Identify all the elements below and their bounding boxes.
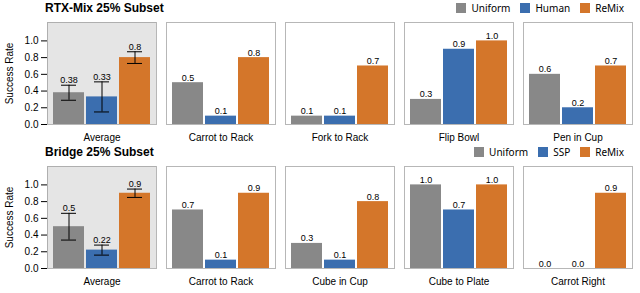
svg-text:Success Rate: Success Rate — [4, 186, 15, 248]
svg-text:0.5: 0.5 — [182, 73, 195, 83]
svg-text:0.1: 0.1 — [334, 250, 347, 260]
html-text:Uniform: Uniform — [471, 1, 511, 15]
svg-text:0.8: 0.8 — [25, 196, 39, 207]
html-text:Bridge 25% Subset: Bridge 25% Subset — [45, 145, 154, 159]
svg-text:Average: Average — [83, 276, 121, 287]
svg-text:1.0: 1.0 — [486, 175, 499, 185]
html-text:Human: Human — [535, 1, 571, 15]
svg-text:0.22: 0.22 — [93, 235, 111, 245]
svg-text:1.0: 1.0 — [25, 35, 39, 46]
svg-text:Average: Average — [83, 132, 121, 143]
svg-text:0.7: 0.7 — [182, 200, 195, 210]
svg-text:1.0: 1.0 — [486, 31, 499, 41]
svg-text:Pen in Cup: Pen in Cup — [553, 132, 603, 143]
svg-text:0.6: 0.6 — [539, 64, 552, 74]
svg-text:0.0: 0.0 — [539, 259, 552, 269]
svg-text:0.1: 0.1 — [215, 250, 228, 260]
svg-text:0.7: 0.7 — [605, 56, 618, 66]
svg-text:Carrot Right: Carrot Right — [551, 276, 605, 287]
svg-text:0.7: 0.7 — [453, 200, 466, 210]
svg-text:Carrot to Rack: Carrot to Rack — [189, 132, 254, 143]
svg-text:Carrot to Rack: Carrot to Rack — [189, 276, 254, 287]
html-text:SSP: SSP — [553, 145, 571, 159]
svg-text:0.9: 0.9 — [453, 39, 466, 49]
svg-text:0.8: 0.8 — [367, 192, 380, 202]
svg-text:Flip Bowl: Flip Bowl — [439, 132, 480, 143]
svg-text:0.4: 0.4 — [25, 229, 39, 240]
svg-text:0.7: 0.7 — [367, 56, 380, 66]
svg-text:0.3: 0.3 — [420, 89, 433, 99]
svg-text:0.1: 0.1 — [334, 106, 347, 116]
html-text:ReMix: ReMix — [595, 145, 624, 159]
svg-text:0.33: 0.33 — [93, 72, 111, 82]
svg-text:0.1: 0.1 — [301, 106, 314, 116]
svg-text:1.0: 1.0 — [420, 175, 433, 185]
svg-text:Success Rate: Success Rate — [4, 42, 15, 104]
html-text:RTX-Mix 25% Subset: RTX-Mix 25% Subset — [45, 1, 164, 15]
svg-text:0.3: 0.3 — [301, 233, 314, 243]
svg-text:1.0: 1.0 — [25, 179, 39, 190]
svg-text:0.9: 0.9 — [248, 183, 261, 193]
svg-text:0.8: 0.8 — [25, 52, 39, 63]
svg-text:0.5: 0.5 — [63, 203, 76, 213]
svg-text:0.2: 0.2 — [572, 98, 585, 108]
html-text:Uniform: Uniform — [489, 145, 529, 159]
html-text:ReMix: ReMix — [595, 1, 624, 15]
svg-text:Cube in Cup: Cube in Cup — [312, 276, 368, 287]
svg-text:0.0: 0.0 — [25, 263, 39, 274]
svg-text:Cube to Plate: Cube to Plate — [429, 276, 490, 287]
svg-text:0.9: 0.9 — [129, 179, 142, 189]
svg-text:0.6: 0.6 — [25, 69, 39, 80]
svg-text:0.8: 0.8 — [248, 48, 261, 58]
svg-text:0.0: 0.0 — [572, 259, 585, 269]
svg-text:0.1: 0.1 — [215, 106, 228, 116]
svg-text:0.38: 0.38 — [60, 75, 78, 85]
svg-text:Fork to Rack: Fork to Rack — [312, 132, 370, 143]
svg-text:0.9: 0.9 — [605, 183, 618, 193]
svg-text:0.8: 0.8 — [129, 42, 142, 52]
svg-text:0.2: 0.2 — [25, 102, 39, 113]
svg-text:0.0: 0.0 — [25, 119, 39, 130]
svg-text:0.6: 0.6 — [25, 213, 39, 224]
svg-text:0.4: 0.4 — [25, 85, 39, 96]
svg-text:0.2: 0.2 — [25, 246, 39, 257]
